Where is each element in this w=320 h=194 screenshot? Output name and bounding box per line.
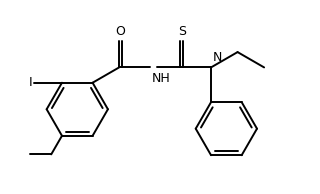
Text: I: I [29, 76, 33, 89]
Text: N: N [212, 51, 222, 64]
Text: O: O [116, 25, 126, 38]
Text: NH: NH [151, 72, 170, 85]
Text: S: S [178, 25, 186, 38]
